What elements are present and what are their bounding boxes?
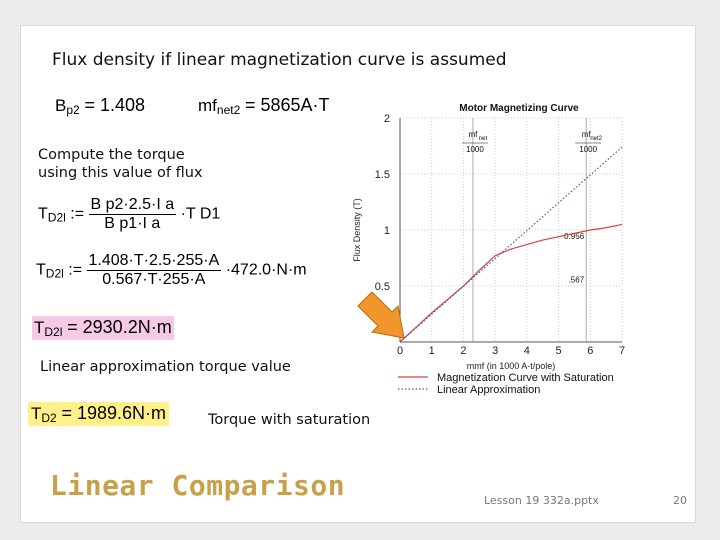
y-tick-label: 0.5 [375,281,390,293]
t3-symbol: T [34,318,45,337]
value-label: 0.956 [564,232,585,241]
annotation-den: 1000 [579,145,597,154]
series-line-2 [399,146,623,343]
t3-value: = 2930.2N·m [67,317,172,337]
legend-label-1: Magnetization Curve with Saturation [437,372,614,384]
annotation-mf-sub: net2 [590,136,602,142]
t1-tail: ·T D1 [180,205,221,223]
mfnet2-equation: mfnet2 = 5865A·T [198,95,330,117]
x-tick-label: 3 [492,345,498,357]
bp2-subscript: p2 [66,103,80,117]
compute-note-line1: Compute the torque [38,147,185,163]
chart-title: Motor Magnetizing Curve [459,103,579,114]
t1-denominator: B p1·I a [104,215,161,232]
bp2-value: = 1.408 [84,95,145,115]
torque-result-linear: TD2l = 2930.2N·m [32,316,174,340]
torque-formula-numeric: TD2l := 1.408·T·2.5·255·A 0.567·T·255·A … [36,252,307,289]
compute-note-line2: using this value of flux [38,165,203,181]
annotation-mf-sub: net [479,136,488,142]
bp2-symbol: B [55,96,67,115]
mfnet2-subscript: net2 [216,103,241,117]
t1-symbol: T [38,205,48,223]
footer-title: Linear Comparison [50,469,346,502]
x-tick-label: 7 [619,345,625,357]
slide-heading: Flux density if linear magnetization cur… [52,50,507,70]
t1-subscript: D2l [47,210,66,225]
annotation-den: 1000 [466,145,484,154]
y-tick-label: 1 [384,225,390,237]
bp2-equation: Bp2 = 1.408 [55,95,145,117]
series-line-1 [399,223,623,343]
compute-note: Compute the torque using this value of f… [38,146,203,182]
slide [20,25,696,523]
linear-approx-label: Linear approximation torque value [40,359,291,375]
t2-tail: ·472.0·N·m [225,261,307,279]
t4-value: = 1989.6N·m [61,403,167,423]
t2-denominator: 0.567·T·255·A [102,271,206,288]
x-tick-label: 0 [397,345,403,357]
t1-assign: := [70,205,85,223]
t3-subscript: D2l [44,325,63,339]
t2-fraction: 1.408·T·2.5·255·A 0.567·T·255·A [86,252,222,289]
x-tick-label: 2 [460,345,466,357]
t2-subscript: D2l [45,266,64,281]
y-tick-label: 1.5 [375,169,390,181]
y-axis-label: Flux Density (T) [352,198,362,262]
legend-label-2: Linear Approximation [437,384,540,396]
value-label: .567 [569,275,585,284]
x-tick-label: 6 [587,345,593,357]
footer-filename: Lesson 19 332a.pptx [484,494,599,507]
annotation-mf: mf [468,130,478,139]
y-tick-label: 2 [384,113,390,125]
t1-numerator: B p2·2.5·I a [88,196,177,215]
t4-subscript: D2 [41,411,57,425]
torque-result-saturation: TD2 = 1989.6N·m [28,402,170,426]
mfnet2-value: = 5865A·T [244,95,330,115]
t2-numerator: 1.408·T·2.5·255·A [86,252,222,271]
saturation-label: Torque with saturation [208,412,371,428]
x-tick-label: 5 [556,345,562,357]
t4-symbol: T [31,404,42,423]
t2-symbol: T [36,261,46,279]
x-axis-label: mmf (in 1000 A-t/pole) [467,361,556,371]
mfnet2-symbol: mf [198,96,217,115]
t2-assign: := [68,261,83,279]
annotation-mf: mf [582,130,592,139]
t1-fraction: B p2·2.5·I a B p1·I a [88,196,177,233]
orange-arrow-icon [357,291,405,339]
page-number: 20 [673,494,687,507]
x-tick-label: 4 [524,345,530,357]
torque-formula-symbolic: TD2l := B p2·2.5·I a B p1·I a ·T D1 [38,196,220,233]
x-tick-label: 1 [429,345,435,357]
